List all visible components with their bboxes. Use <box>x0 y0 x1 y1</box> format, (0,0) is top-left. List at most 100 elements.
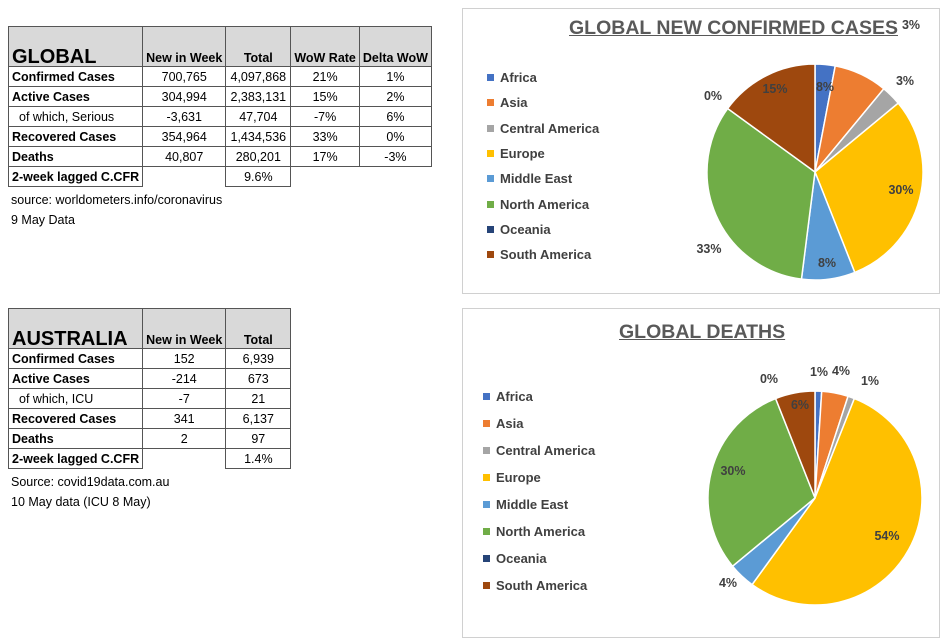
legend-item: Oceania <box>483 545 595 572</box>
legend-swatch <box>487 124 494 132</box>
legend-label: South America <box>496 578 588 593</box>
cell: 0% <box>358 126 432 147</box>
cell: 700,765 <box>142 66 227 87</box>
pie-slice-south-america <box>774 390 816 499</box>
data-label: 30% <box>888 183 913 197</box>
legend-label: Oceania <box>496 551 547 566</box>
row-label: Active Cases <box>7 86 144 107</box>
confirmed-cases-chart: GLOBAL NEW CONFIRMED CASES Africa Asia C… <box>462 8 940 294</box>
legend-swatch <box>487 200 494 208</box>
legend-item: Middle East <box>487 166 599 191</box>
chart-title: GLOBAL NEW CONFIRMED CASES <box>569 17 898 39</box>
cell: 280,201 <box>225 146 292 167</box>
pie-slice-europe <box>751 397 923 606</box>
row-label: Confirmed Cases <box>7 66 144 87</box>
data-label: 3% <box>902 18 920 32</box>
data-label: 0% <box>760 372 778 386</box>
legend-item: Central America <box>487 116 599 141</box>
global-header-delta-wow: Delta WoW <box>358 26 432 67</box>
legend-label: Middle East <box>500 171 573 187</box>
row-label: of which, ICU <box>7 388 144 409</box>
pie-slice-north-america <box>707 397 816 568</box>
legend-swatch <box>487 74 494 82</box>
table-row: Recovered Cases 341 6,137 <box>7 408 292 429</box>
deaths-chart: GLOBAL DEATHS Africa Asia Central Americ… <box>462 308 940 638</box>
legend-swatch <box>483 393 490 400</box>
cfr-value: 9.6% <box>225 166 292 187</box>
legend-label: Oceania <box>500 221 551 237</box>
legend-item: Middle East <box>483 491 595 518</box>
cell: 6% <box>358 106 432 127</box>
table-row: 2-week lagged C.CFR 1.4% <box>7 448 292 469</box>
table-row: Recovered Cases 354,964 1,434,536 33% 0% <box>7 126 432 147</box>
legend-item: Africa <box>483 383 595 410</box>
row-label: Recovered Cases <box>7 408 144 429</box>
legend-item: Europe <box>487 141 599 166</box>
cell: 6,137 <box>225 408 292 429</box>
legend-label: Europe <box>500 146 545 162</box>
cell: 1% <box>358 66 432 87</box>
cell: 4,097,868 <box>225 66 292 87</box>
global-table-title: GLOBAL <box>7 26 144 67</box>
pie-slice-europe <box>814 102 924 274</box>
cell: 673 <box>225 368 292 389</box>
legend-label: North America <box>496 524 586 539</box>
data-label: 4% <box>719 576 737 590</box>
cfr-label: 2-week lagged C.CFR <box>7 448 144 469</box>
cell: -3% <box>358 146 432 167</box>
legend-label: Africa <box>496 389 533 404</box>
legend-swatch <box>483 528 490 535</box>
row-label: Recovered Cases <box>7 126 144 147</box>
cell: -7 <box>142 388 227 409</box>
data-label: 1% <box>861 374 879 388</box>
pie-chart-svg: 1% 4% 1% 54% 4% 30% 0% 6% <box>707 364 923 606</box>
legend-swatch <box>483 501 490 508</box>
table-row: Deaths 40,807 280,201 17% -3% <box>7 146 432 167</box>
legend-swatch <box>483 555 490 562</box>
legend-label: North America <box>500 196 590 212</box>
row-label: Active Cases <box>7 368 144 389</box>
table-row: Deaths 2 97 <box>7 428 292 449</box>
legend-label: Central America <box>500 120 600 136</box>
data-label: 8% <box>816 80 834 94</box>
australia-table-title: AUSTRALIA <box>7 308 144 349</box>
legend-swatch <box>487 175 494 183</box>
legend-swatch <box>483 582 490 589</box>
cfr-label: 2-week lagged C.CFR <box>7 166 144 187</box>
pie-slice-north-america <box>706 107 816 280</box>
global-stats-table: GLOBAL New in Week Total WoW Rate Delta … <box>7 26 432 187</box>
row-label: Confirmed Cases <box>7 348 144 369</box>
chart-legend: Africa Asia Central America Europe Middl… <box>483 383 595 599</box>
row-label: Deaths <box>7 428 144 449</box>
legend-label: Asia <box>500 95 528 111</box>
global-source-note: source: worldometers.info/coronavirus <box>11 193 223 207</box>
chart-legend: Africa Asia Central America Europe Middl… <box>487 65 599 267</box>
legend-swatch <box>483 447 490 454</box>
legend-item: South America <box>487 242 599 267</box>
cell: -3,631 <box>142 106 227 127</box>
data-label: 54% <box>874 529 899 543</box>
legend-label: Central America <box>496 443 596 458</box>
cell: 33% <box>290 126 360 147</box>
pie-chart-svg: 3% 8% 3% 30% 8% 33% 0% 15% <box>696 18 924 281</box>
australia-stats-table: AUSTRALIA New in Week Total Confirmed Ca… <box>7 308 292 469</box>
global-header-total: Total <box>225 26 292 67</box>
data-label: 30% <box>720 464 745 478</box>
legend-label: Europe <box>496 470 541 485</box>
data-label: 3% <box>896 74 914 88</box>
legend-label: Asia <box>496 416 524 431</box>
cell: 341 <box>142 408 227 429</box>
cfr-value: 1.4% <box>225 448 292 469</box>
data-label: 0% <box>704 89 722 103</box>
data-label: 33% <box>696 242 721 256</box>
pie-slice-south-america <box>726 63 816 174</box>
data-label: 1% <box>810 365 828 379</box>
cell: 304,994 <box>142 86 227 107</box>
cell: 17% <box>290 146 360 167</box>
row-label: of which, Serious <box>7 106 144 127</box>
global-date-note: 9 May Data <box>11 213 75 227</box>
data-label: 6% <box>791 398 809 412</box>
legend-item: Asia <box>483 410 595 437</box>
legend-swatch <box>487 99 494 107</box>
cell: 40,807 <box>142 146 227 167</box>
